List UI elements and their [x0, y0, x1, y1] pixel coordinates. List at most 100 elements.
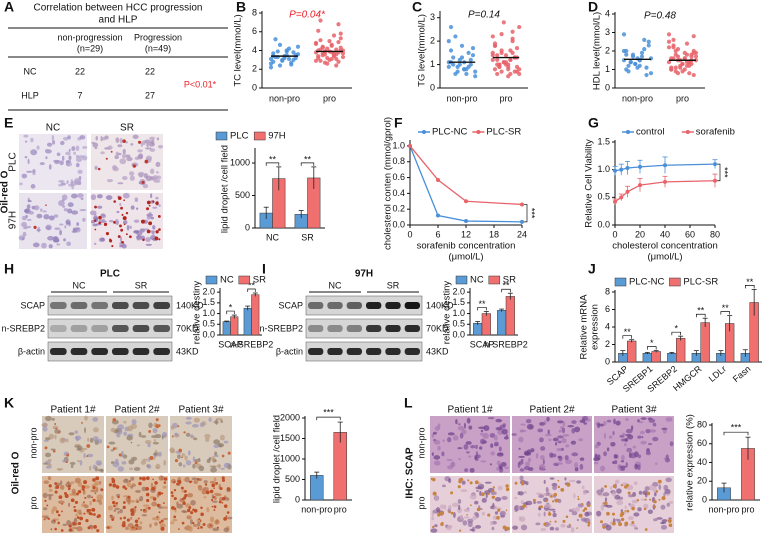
- micrograph-spot: [125, 233, 128, 236]
- row-label: pro: [416, 496, 426, 509]
- data-point: [464, 219, 468, 224]
- micrograph-spot: [72, 521, 76, 526]
- y-tick-label: 0: [252, 82, 257, 92]
- micrograph-spot: [83, 480, 88, 485]
- micrograph-spot: [149, 456, 154, 461]
- micrograph-spot: [54, 422, 57, 425]
- micrograph-spot: [566, 482, 571, 487]
- micrograph-spot: [62, 459, 67, 463]
- micrograph-spot: [163, 477, 168, 481]
- micrograph-spot: [171, 506, 175, 510]
- bar: [481, 313, 491, 336]
- micrograph-spot: [564, 455, 569, 461]
- micrograph-spot: [117, 196, 122, 201]
- micrograph-spot: [603, 420, 607, 426]
- micrograph-spot: [514, 481, 518, 485]
- micrograph-spot: [205, 437, 210, 442]
- micrograph-spot: [21, 173, 28, 179]
- micrograph-spot: [122, 521, 126, 525]
- micrograph-spot: [660, 524, 668, 530]
- micrograph-spot: [149, 136, 156, 140]
- micrograph-spot: [499, 424, 506, 429]
- legend-swatch: [669, 277, 681, 287]
- blot-band: [366, 302, 382, 309]
- micrograph-spot: [52, 506, 58, 512]
- micrograph-spot: [131, 511, 135, 514]
- micrograph-spot: [97, 205, 103, 209]
- micrograph-spot: [47, 493, 54, 497]
- micrograph-spot: [84, 415, 88, 421]
- micrograph-spot: [538, 464, 546, 471]
- micrograph-spot: [141, 514, 148, 517]
- micrograph-spot: [128, 235, 132, 239]
- micrograph-spot: [430, 528, 438, 533]
- micrograph-spot: [137, 235, 142, 241]
- micrograph-spot: [562, 421, 566, 427]
- micrograph-spot: [44, 446, 48, 450]
- micrograph-spot: [213, 439, 220, 445]
- micrograph-spot: [135, 527, 138, 530]
- y-tick-label: 1500: [280, 433, 300, 443]
- column-label: Patient 2#: [114, 405, 159, 416]
- micrograph-spot: [639, 431, 645, 435]
- micrograph-spot: [57, 513, 61, 517]
- significance-bracket: [226, 310, 235, 315]
- micrograph-spot: [115, 446, 118, 450]
- micrograph-spot: [66, 161, 73, 167]
- micrograph-spot: [45, 204, 47, 206]
- micrograph-spot: [612, 431, 615, 436]
- micrograph-spot: [60, 140, 65, 146]
- y-axis-label: Relative mRNA: [579, 294, 590, 360]
- micrograph-spot: [612, 521, 616, 526]
- micrograph-spot: [605, 504, 613, 508]
- micrograph-spot: [194, 461, 198, 465]
- data-point: [501, 20, 506, 25]
- micrograph-spot: [56, 152, 61, 157]
- micrograph-spot: [469, 481, 473, 485]
- x-tick-label: pro: [676, 93, 689, 103]
- micrograph-spot: [123, 420, 127, 424]
- micrograph-spot: [669, 441, 674, 447]
- micrograph-spot: [667, 518, 672, 523]
- micrograph-spot: [93, 513, 96, 516]
- micrograph-spot: [223, 516, 228, 521]
- micrograph-spot: [638, 454, 641, 459]
- legend-swatch: [614, 277, 627, 287]
- blot-band: [70, 325, 88, 332]
- micrograph-spot: [465, 441, 472, 445]
- bar: [251, 294, 260, 336]
- micrograph-spot: [93, 427, 99, 433]
- micrograph-spot: [109, 239, 113, 243]
- micrograph-spot: [597, 422, 600, 428]
- micrograph-spot: [491, 520, 497, 525]
- micrograph-spot: [139, 495, 144, 502]
- blot-band: [366, 348, 382, 355]
- micrograph-spot: [480, 492, 485, 497]
- micrograph-spot: [434, 524, 438, 528]
- data-point: [613, 168, 617, 173]
- legend-label: NC: [470, 275, 484, 286]
- micrograph-spot: [156, 516, 159, 518]
- data-point: [495, 71, 500, 77]
- micrograph-spot: [53, 519, 56, 522]
- data-point: [635, 65, 640, 70]
- p-value: P=0.14: [468, 10, 500, 21]
- series-line: [409, 145, 523, 206]
- data-point: [621, 32, 627, 37]
- micrograph-spot: [542, 493, 549, 497]
- micrograph-spot: [221, 501, 224, 504]
- micrograph-spot: [32, 169, 36, 174]
- micrograph-spot: [218, 500, 222, 504]
- micrograph-spot: [538, 507, 541, 510]
- data-point: [459, 43, 465, 48]
- micrograph-spot: [655, 462, 658, 465]
- panel-letter: H: [4, 261, 14, 277]
- micrograph-spot: [198, 465, 205, 472]
- micrograph-spot: [126, 435, 133, 441]
- panel-letter: I: [262, 261, 266, 277]
- micrograph-spot: [81, 485, 86, 489]
- micrograph-spot: [97, 514, 101, 518]
- micrograph-spot: [152, 230, 155, 236]
- micrograph-spot: [475, 486, 482, 490]
- y-tick-label: 1.5: [202, 297, 215, 307]
